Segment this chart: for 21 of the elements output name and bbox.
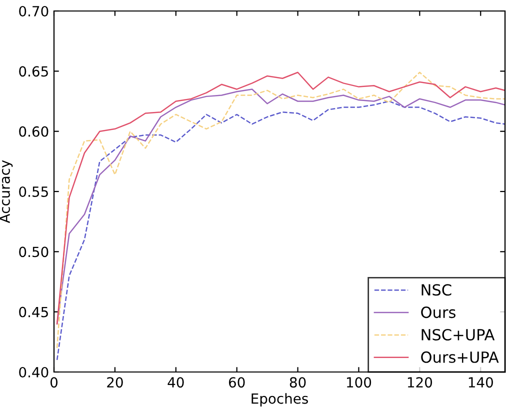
x-tick-label: 0 xyxy=(50,377,58,388)
y-tick-label: 0.40 xyxy=(19,366,48,378)
y-axis-title: Accuracy xyxy=(0,160,13,224)
legend-label: NSC xyxy=(422,284,452,296)
y-tick-label: 0.50 xyxy=(19,246,48,258)
y-tick-label: 0.70 xyxy=(19,6,48,16)
x-tick-label: 60 xyxy=(228,377,245,388)
y-tick-label: 0.45 xyxy=(19,306,48,318)
x-tick-label: 80 xyxy=(290,377,306,388)
legend-label: Ours+UPA xyxy=(421,351,499,363)
x-tick-label: 120 xyxy=(408,377,432,388)
x-tick-label: 100 xyxy=(347,377,372,388)
x-tick-label: 140 xyxy=(468,377,493,388)
y-tick-label: 0.55 xyxy=(19,186,48,197)
x-axis-title: Epoches xyxy=(252,393,308,407)
x-tick-label: 40 xyxy=(168,377,184,388)
legend-label: NSC+UPA xyxy=(422,328,495,341)
y-tick-label: 0.65 xyxy=(19,66,48,77)
x-tick-label: 20 xyxy=(107,377,123,388)
y-tick-label: 0.60 xyxy=(19,126,48,137)
legend-label: Ours xyxy=(421,306,456,318)
